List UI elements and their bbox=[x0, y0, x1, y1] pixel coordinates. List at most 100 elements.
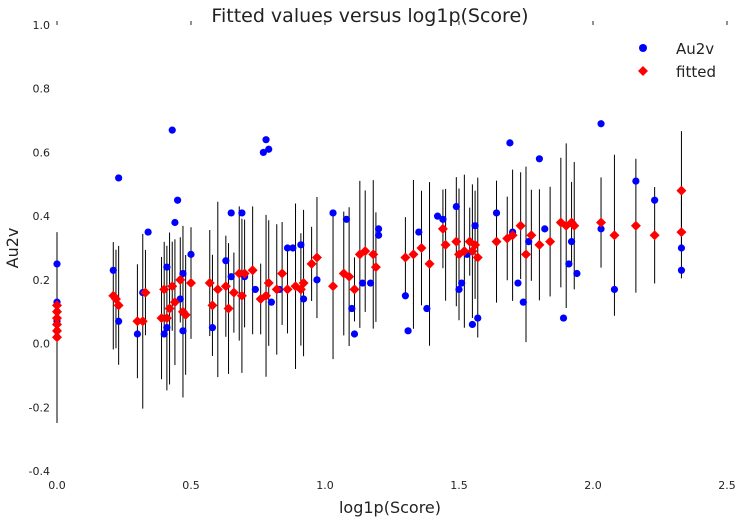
fitted-point bbox=[676, 227, 687, 238]
fitted-point bbox=[223, 303, 234, 314]
fitted-point bbox=[521, 249, 531, 260]
fitted-point bbox=[368, 249, 379, 260]
au2v-point bbox=[208, 324, 217, 332]
au2v-point bbox=[163, 263, 171, 271]
au2v-point bbox=[267, 298, 275, 306]
fitted-point bbox=[311, 252, 322, 263]
y-tick-label: -0.4 bbox=[29, 465, 50, 478]
au2v-point bbox=[404, 327, 412, 335]
x-tick-label: 2.0 bbox=[584, 479, 602, 492]
x-tick-label: 1.5 bbox=[450, 479, 468, 492]
fitted-point bbox=[649, 230, 660, 241]
fitted-point bbox=[263, 278, 274, 289]
fitted-point bbox=[507, 230, 518, 241]
au2v-point bbox=[610, 285, 619, 294]
fitted-point bbox=[247, 265, 258, 276]
y-tick-label: 0.4 bbox=[33, 210, 51, 223]
fitted-point bbox=[344, 271, 355, 282]
au2v-point bbox=[329, 209, 337, 217]
au2v-point bbox=[565, 260, 573, 268]
fitted-point bbox=[282, 284, 293, 295]
error-bars bbox=[56, 131, 682, 423]
fitted-point bbox=[140, 287, 151, 298]
fitted-point bbox=[161, 313, 172, 324]
au2v-point bbox=[541, 225, 549, 233]
axis-ticks: 0.0 0.5 1.0 1.5 2.0 2.5 -0.4 -0.2 0.0 0.2 0.4 0.6 0.… bbox=[29, 19, 736, 492]
au2v-point bbox=[144, 228, 152, 236]
fitted-point bbox=[261, 290, 272, 301]
au2v-point bbox=[259, 148, 267, 157]
chart-title: Fitted values versus log1p(Score) bbox=[211, 5, 528, 27]
y-tick-label: 0.0 bbox=[33, 338, 51, 351]
fitted-point bbox=[169, 297, 180, 308]
au2v-point bbox=[179, 327, 187, 335]
au2v-point bbox=[573, 269, 581, 278]
au2v-point bbox=[297, 241, 305, 249]
fitted-point bbox=[277, 268, 288, 279]
fitted-point bbox=[228, 287, 239, 298]
au2v-point bbox=[567, 238, 576, 246]
fitted-point bbox=[676, 185, 687, 196]
fitted-point bbox=[236, 290, 247, 301]
au2v-point bbox=[474, 314, 482, 322]
au2v-point bbox=[227, 273, 235, 281]
fitted-point bbox=[451, 236, 462, 247]
fitted-point bbox=[52, 306, 62, 317]
fitted-point bbox=[156, 313, 167, 324]
au2v-point bbox=[514, 279, 522, 287]
au2v-point bbox=[313, 276, 321, 284]
legend-swatch-au2v bbox=[639, 44, 647, 52]
fitted-point bbox=[220, 281, 231, 292]
au2v-point bbox=[348, 304, 356, 313]
fitted-point bbox=[137, 316, 148, 327]
au2v-point bbox=[187, 250, 195, 258]
au2v-point bbox=[375, 225, 383, 233]
fitted-point bbox=[472, 252, 483, 263]
fitted-point bbox=[167, 281, 178, 292]
au2v-point bbox=[519, 298, 527, 306]
au2v-point bbox=[375, 231, 383, 239]
au2v-point bbox=[265, 145, 273, 153]
au2v-point bbox=[174, 196, 182, 204]
au2v-point bbox=[632, 177, 640, 185]
fitted-point bbox=[609, 230, 620, 241]
fitted-point bbox=[306, 258, 317, 269]
x-tick-label: 2.5 bbox=[718, 479, 736, 492]
fitted-point bbox=[164, 303, 175, 314]
au2v-point bbox=[525, 238, 533, 246]
x-tick-label: 0.0 bbox=[48, 479, 66, 492]
fitted-point bbox=[534, 239, 545, 250]
y-tick-label: -0.2 bbox=[29, 401, 50, 414]
au2v-point bbox=[238, 209, 246, 217]
fitted-point bbox=[159, 284, 170, 295]
au2v-point bbox=[433, 212, 442, 220]
fitted-point bbox=[459, 246, 470, 257]
fitted-point bbox=[526, 230, 537, 241]
au2v-point bbox=[468, 320, 476, 329]
fitted-point bbox=[569, 220, 580, 231]
fitted-point bbox=[630, 220, 641, 231]
fitted-point bbox=[370, 262, 381, 273]
au2v-point bbox=[358, 279, 367, 287]
y-tick-label: 0.8 bbox=[33, 83, 51, 96]
fitted-point bbox=[328, 281, 339, 292]
au2v-point bbox=[109, 266, 117, 274]
fitted-point bbox=[360, 246, 371, 257]
fitted-point bbox=[175, 274, 186, 285]
au2v-point bbox=[227, 209, 235, 217]
fitted-point bbox=[440, 239, 451, 250]
au2v-point bbox=[423, 304, 431, 313]
fitted-point bbox=[515, 220, 526, 231]
au2v-point bbox=[115, 317, 123, 325]
au2v-point bbox=[366, 279, 375, 287]
au2v-point bbox=[289, 244, 297, 252]
fitted-point bbox=[424, 258, 435, 269]
y-axis-label: Au2v bbox=[3, 228, 22, 269]
au2v-point bbox=[179, 269, 187, 278]
fitted-point bbox=[349, 284, 360, 295]
au2v-point bbox=[350, 330, 359, 338]
au2v-point bbox=[597, 120, 605, 128]
au2v-point bbox=[171, 218, 179, 227]
y-tick-label: 1.0 bbox=[33, 19, 51, 32]
